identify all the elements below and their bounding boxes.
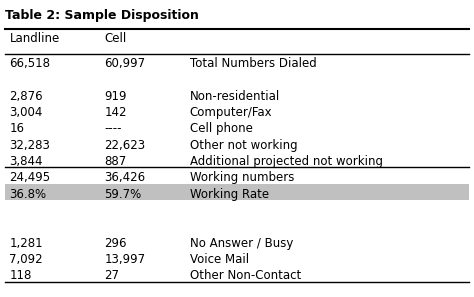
Text: Additional projected not working: Additional projected not working (190, 155, 383, 168)
Text: 66,518: 66,518 (9, 57, 50, 70)
Text: 142: 142 (104, 106, 127, 119)
Text: 296: 296 (104, 237, 127, 250)
Text: 118: 118 (9, 269, 32, 282)
Text: 887: 887 (104, 155, 127, 168)
Text: Working Rate: Working Rate (190, 188, 269, 201)
Text: 2,876: 2,876 (9, 90, 43, 103)
Text: Other not working: Other not working (190, 139, 297, 152)
Text: 13,997: 13,997 (104, 253, 146, 266)
Text: 36,426: 36,426 (104, 171, 146, 184)
Text: Landline: Landline (9, 32, 60, 45)
Text: 36.8%: 36.8% (9, 188, 46, 201)
Text: Voice Mail: Voice Mail (190, 253, 249, 266)
Text: Other Non-Contact: Other Non-Contact (190, 269, 301, 282)
Text: Non-residential: Non-residential (190, 90, 280, 103)
Text: 1,281: 1,281 (9, 237, 43, 250)
Text: Table 2: Sample Disposition: Table 2: Sample Disposition (5, 9, 199, 22)
Text: 919: 919 (104, 90, 127, 103)
Text: Cell: Cell (104, 32, 127, 45)
Text: Working numbers: Working numbers (190, 171, 294, 184)
Text: 24,495: 24,495 (9, 171, 51, 184)
Text: 7,092: 7,092 (9, 253, 43, 266)
Text: 16: 16 (9, 122, 25, 135)
Text: ----: ---- (104, 122, 122, 135)
Text: 27: 27 (104, 269, 119, 282)
Text: Computer/Fax: Computer/Fax (190, 106, 272, 119)
Text: No Answer / Busy: No Answer / Busy (190, 237, 293, 250)
Text: Total Numbers Dialed: Total Numbers Dialed (190, 57, 316, 70)
Text: 59.7%: 59.7% (104, 188, 142, 201)
Text: 32,283: 32,283 (9, 139, 50, 152)
Text: 60,997: 60,997 (104, 57, 146, 70)
Text: 3,844: 3,844 (9, 155, 43, 168)
Text: 3,004: 3,004 (9, 106, 43, 119)
Text: Cell phone: Cell phone (190, 122, 253, 135)
Text: 22,623: 22,623 (104, 139, 146, 152)
Bar (5, 184, 469, 200)
